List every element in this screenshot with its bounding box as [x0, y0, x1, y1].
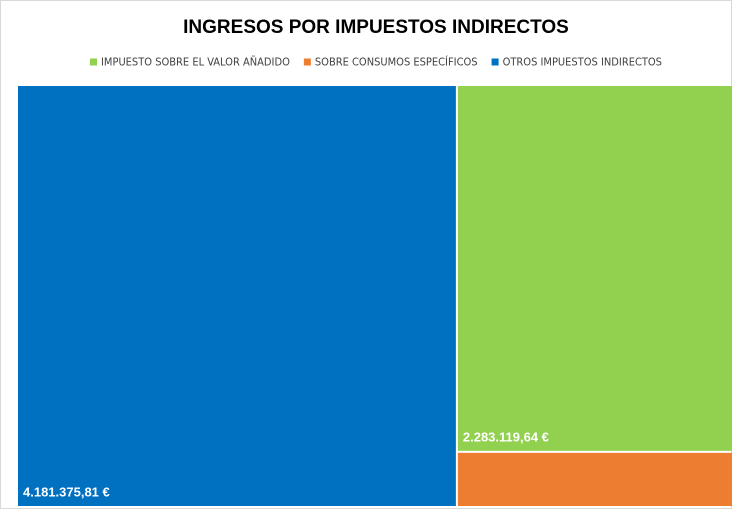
treemap-tile: [457, 86, 732, 451]
treemap-tile: [18, 86, 456, 506]
legend-label: IMPUESTO SOBRE EL VALOR AÑADIDO: [101, 56, 290, 69]
treemap-tile: [457, 452, 732, 506]
chart-title: INGRESOS POR IMPUESTOS INDIRECTOS: [183, 17, 569, 38]
legend-label: OTROS IMPUESTOS INDIRECTOS: [503, 56, 662, 69]
legend-swatch: [90, 58, 98, 66]
legend-swatch: [303, 58, 311, 66]
value-label: 4.181.375,81 €: [23, 484, 110, 499]
legend-swatch: [491, 58, 499, 66]
legend-label: SOBRE CONSUMOS ESPECÍFICOS: [315, 56, 478, 69]
value-label: 2.283.119,64 €: [463, 429, 549, 444]
